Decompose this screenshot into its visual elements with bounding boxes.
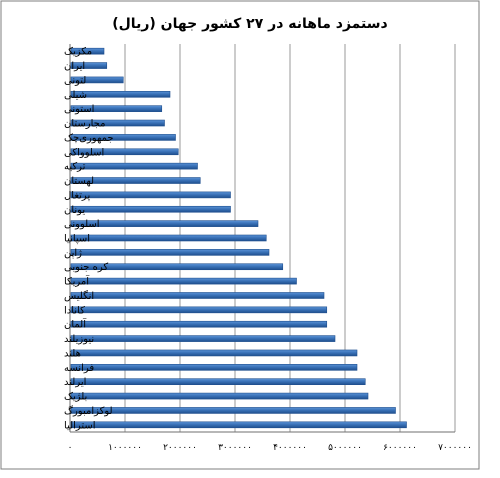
- bar: [70, 249, 270, 256]
- category-label: لوکزامبورگ: [64, 404, 113, 417]
- bar: [70, 105, 163, 112]
- category-label: کانادا: [64, 305, 85, 316]
- x-tick-label: ۴۰۰۰۰۰۰: [273, 443, 307, 453]
- bar: [70, 306, 328, 314]
- x-tick-label: ۲۰۰۰۰۰۰: [163, 443, 197, 453]
- x-tick-label: ۶۰۰۰۰۰۰: [383, 443, 417, 453]
- category-label: اسلوواکی: [64, 147, 104, 158]
- category-label: ترکیه: [64, 162, 86, 173]
- bar: [70, 292, 325, 299]
- category-label: یونان: [64, 205, 85, 216]
- category-label: مکزیک: [64, 47, 92, 58]
- bar: [70, 335, 336, 342]
- category-label: انگلیس: [64, 290, 94, 302]
- bar: [70, 90, 171, 98]
- category-label: ژاپن: [64, 248, 82, 259]
- category-label: اسلوونی: [64, 219, 100, 230]
- category-label: فرانسه: [64, 363, 94, 374]
- category-label: جمهوری‌چک: [64, 133, 114, 144]
- bar: [70, 162, 198, 170]
- category-label: کره جنوبی: [64, 262, 108, 273]
- bar: [70, 177, 201, 184]
- bar: [70, 320, 328, 328]
- category-label: اسپانیا: [64, 234, 90, 245]
- bar: [70, 76, 124, 84]
- category-label: استرالیا: [64, 420, 96, 431]
- category-label: مجارستان: [64, 119, 105, 130]
- bar: [70, 205, 231, 213]
- category-label: هلند: [64, 348, 81, 359]
- bar: [70, 191, 231, 199]
- bar: [70, 392, 369, 400]
- bar: [70, 277, 297, 285]
- category-label: نیوزیلند: [64, 334, 94, 345]
- category-label: لتونی: [64, 75, 86, 86]
- category-label: لهستان: [64, 176, 94, 187]
- bar: [70, 47, 105, 55]
- bar: [70, 220, 259, 227]
- bar: [70, 349, 358, 357]
- x-tick-label: ۷۰۰۰۰۰۰: [438, 443, 472, 453]
- category-label: آلمان: [64, 318, 87, 331]
- category-label: شیلی: [64, 90, 87, 101]
- bar: [70, 263, 284, 271]
- category-label: استونی: [64, 104, 94, 115]
- category-label: ایران: [64, 61, 85, 72]
- bar: [70, 62, 108, 69]
- bar: [70, 119, 165, 127]
- bar: [70, 378, 366, 386]
- bar: [70, 234, 267, 242]
- bar: [70, 134, 176, 141]
- x-tick-label: ۰: [68, 443, 73, 453]
- bar: [70, 421, 407, 429]
- category-label: بلژیک: [64, 392, 87, 403]
- category-label: پرتغال: [64, 190, 90, 201]
- bar: [70, 148, 179, 156]
- category-label: ایرلند: [64, 377, 86, 388]
- x-tick-label: ۳۰۰۰۰۰۰: [218, 443, 252, 453]
- category-label: آمریکا: [64, 275, 90, 288]
- bar: [70, 407, 396, 414]
- x-tick-label: ۱۰۰۰۰۰۰: [108, 443, 142, 453]
- x-tick-label: ۵۰۰۰۰۰۰: [328, 443, 362, 453]
- chart-title: دستمزد ماهانه در ۲۷ کشور جهان (ریال): [112, 16, 387, 32]
- bar: [70, 364, 358, 371]
